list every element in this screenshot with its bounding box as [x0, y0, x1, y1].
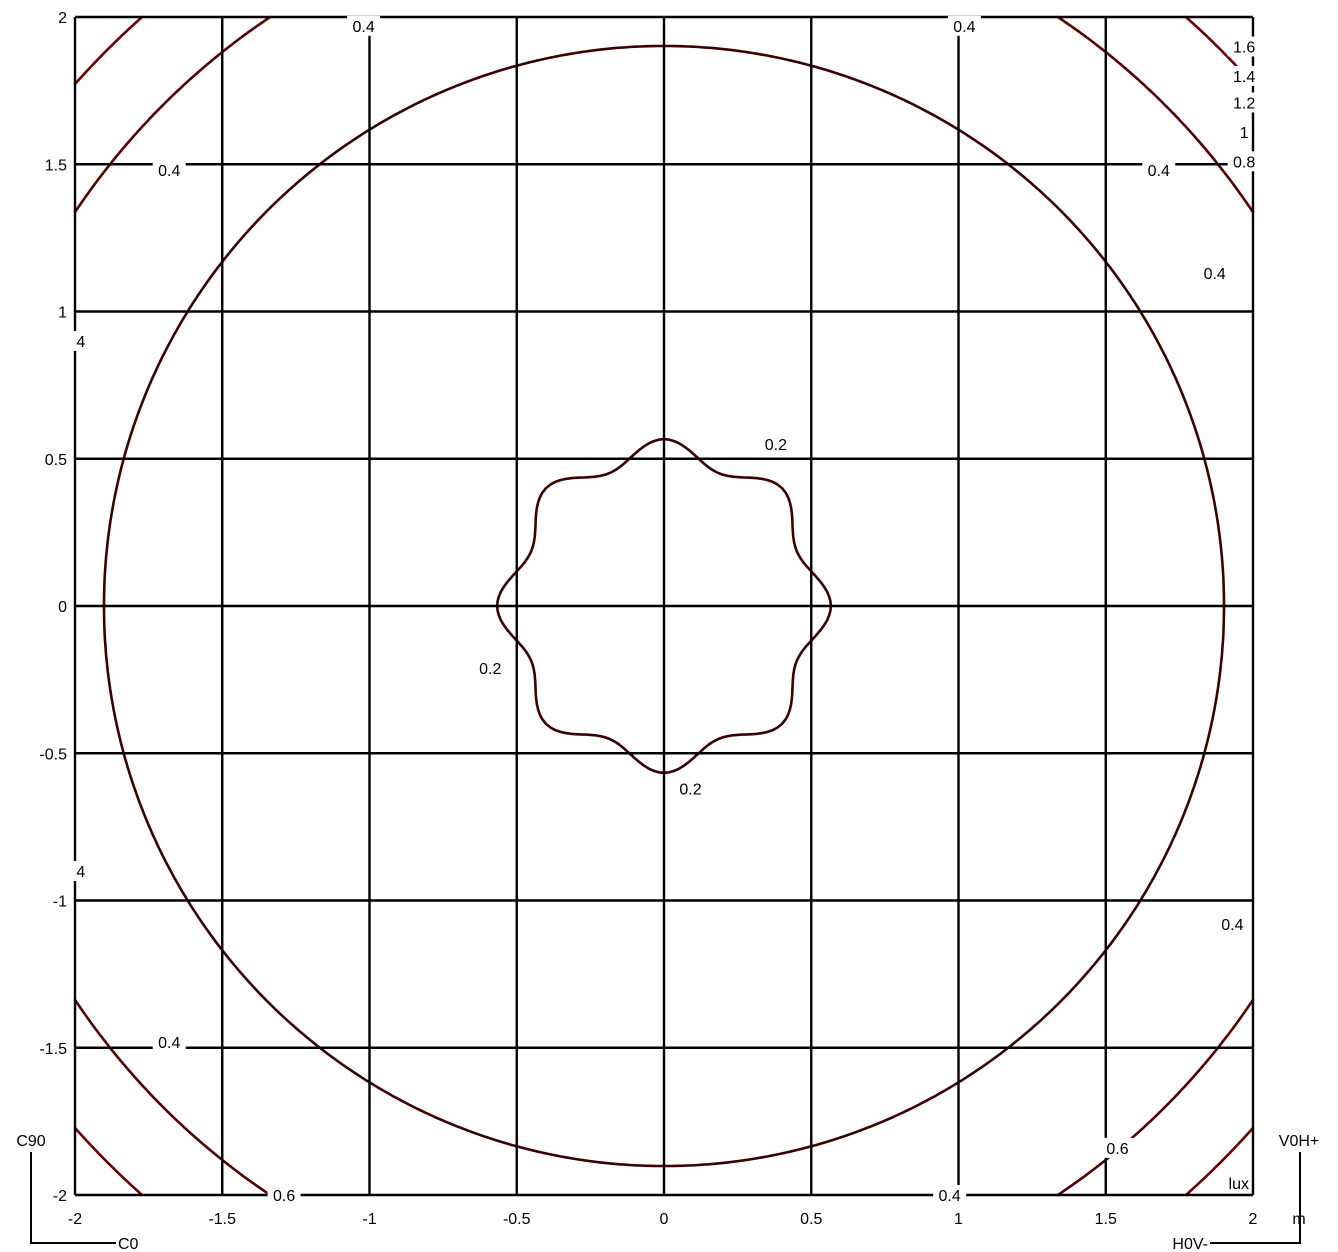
contour-label-bg: [267, 1185, 301, 1205]
x-tick-label: -2: [68, 1211, 82, 1228]
contour-label-bg: [1142, 160, 1176, 181]
contour-label-item: 0.8: [1227, 151, 1261, 172]
contour-label: 0.4: [939, 1188, 961, 1205]
contour-label-item: 0.4: [1198, 263, 1232, 284]
x-tick-label: -1.5: [208, 1211, 236, 1228]
contour-label: 0.4: [158, 1035, 180, 1052]
x-tick-label: -1: [362, 1211, 376, 1228]
contour-label: 0.6: [1106, 1141, 1128, 1158]
contour-label-bg: [1227, 151, 1261, 172]
contour-label-bg: [1236, 121, 1252, 142]
contour-label-item: 0.2: [759, 434, 793, 455]
contour-label-bg: [1101, 1137, 1135, 1158]
y-tick-label: -2: [53, 1188, 67, 1205]
contour-label: 1.6: [1233, 39, 1255, 56]
tick-labels: -2 -1.5 -1 -0.5 0 0.5 1 1.5 2 2 1.5 1 0.5 0 -0.5 -1 -1.5…: [39, 10, 1305, 1228]
contour-label: 4: [76, 334, 85, 351]
contour-label-bg: [473, 657, 507, 678]
contour-label-item: 0.2: [473, 657, 507, 678]
contour-label-item: 0.4: [347, 15, 381, 36]
contour-label-bg: [1198, 263, 1232, 284]
x-tick-label: 0.5: [800, 1211, 822, 1228]
contour-label-item: 4: [73, 861, 89, 882]
contour-label-item: 0.6: [267, 1185, 301, 1205]
contour-label-item: 4: [73, 330, 89, 351]
contour-label: 0.4: [1148, 163, 1170, 180]
contour-label: 1.2: [1233, 95, 1255, 112]
y-tick-label: 0.5: [45, 452, 67, 469]
contour-label-bg: [1227, 92, 1261, 113]
contour-label: 0.4: [953, 19, 975, 36]
orientation-left-label: C90: [16, 1133, 45, 1150]
contour-label-bg: [1227, 65, 1261, 86]
lux-unit-label: lux: [1229, 1176, 1249, 1193]
y-tick-label: 2: [58, 10, 67, 27]
contour-0.4: [102, 44, 1226, 1168]
x-tick-label: 0: [660, 1211, 669, 1228]
y-tick-label: -1: [53, 894, 67, 911]
contour-label-item: 1.4: [1227, 65, 1261, 86]
contour-label-item: 0.4: [152, 160, 186, 181]
x-tick-label: 1.5: [1095, 1211, 1117, 1228]
x-tick-label: -0.5: [503, 1211, 531, 1228]
contour-label-bg: [73, 330, 89, 351]
contour-label-item: 0.2: [674, 778, 708, 799]
orientation-bottom-left-label: C0: [118, 1236, 139, 1252]
contour-label: 0.4: [352, 19, 374, 36]
contour-label: 0.4: [158, 163, 180, 180]
contour-lines: [73, 15, 1255, 1197]
contour-label: 0.2: [679, 782, 701, 799]
y-tick-label: 0: [58, 599, 67, 616]
x-tick-label: 2: [1249, 1211, 1258, 1228]
y-tick-label: -0.5: [39, 746, 67, 763]
contour-label-bg: [947, 15, 981, 36]
contour-label-item: 0.4: [152, 1031, 186, 1052]
contour-label: 1: [1240, 125, 1249, 142]
y-tick-label: 1.5: [45, 157, 67, 174]
contour-label-item: 1: [1236, 121, 1252, 142]
contour-label: 0.2: [479, 661, 501, 678]
contour-label-item: 0.6: [1101, 1137, 1135, 1158]
contour-label: 0.4: [1221, 917, 1243, 934]
y-tick-label: -1.5: [39, 1041, 67, 1058]
contour-label: 1.4: [1233, 69, 1255, 86]
contour-label-bg: [1227, 36, 1261, 57]
contour-label-item: 0.4: [947, 15, 981, 36]
contour-label-item: 0.4: [1142, 160, 1176, 181]
x-tick-label: 1: [954, 1211, 963, 1228]
grid-lines: [73, 15, 1255, 1197]
contour-label: 4: [76, 864, 85, 881]
contour-0.8: [73, 15, 1255, 1197]
contour-label: 0.4: [1204, 266, 1226, 283]
contour-label-bg: [73, 861, 89, 882]
contour-label-bg: [152, 160, 186, 181]
contour-label-bg: [347, 15, 381, 36]
contour-label-bg: [759, 434, 793, 455]
contour-label: 0.2: [765, 437, 787, 454]
y-tick-label: 1: [58, 305, 67, 322]
contour-label-item: 0.4: [933, 1185, 967, 1205]
contour-label: 0.8: [1233, 154, 1255, 171]
contour-label-bg: [674, 778, 708, 799]
contour-label-item: 0.4: [1215, 914, 1249, 935]
contour-label-bg: [1215, 914, 1249, 935]
contour-label-bg: [152, 1031, 186, 1052]
c90-c0-bracket: [30, 1152, 116, 1244]
orientation-bottom-right-label: H0V-: [1172, 1236, 1208, 1252]
orientation-right-label: V0H+: [1279, 1133, 1319, 1150]
contour-labels: 0.2 0.2 0.2 0.4 0.4 0.4 0.4 0.4 0.4 0.4 0.4 0.6 0.6 0…: [73, 15, 1261, 1205]
orientation-markers: C90 C0 V0H+ H0V-: [16, 1133, 1319, 1252]
v0h-h0v-bracket: [1210, 1152, 1301, 1244]
contour-label-item: 1.6: [1227, 36, 1261, 57]
contour-label: 0.6: [273, 1188, 295, 1205]
contour-label-bg: [933, 1185, 967, 1205]
contour-label-item: 1.2: [1227, 92, 1261, 113]
